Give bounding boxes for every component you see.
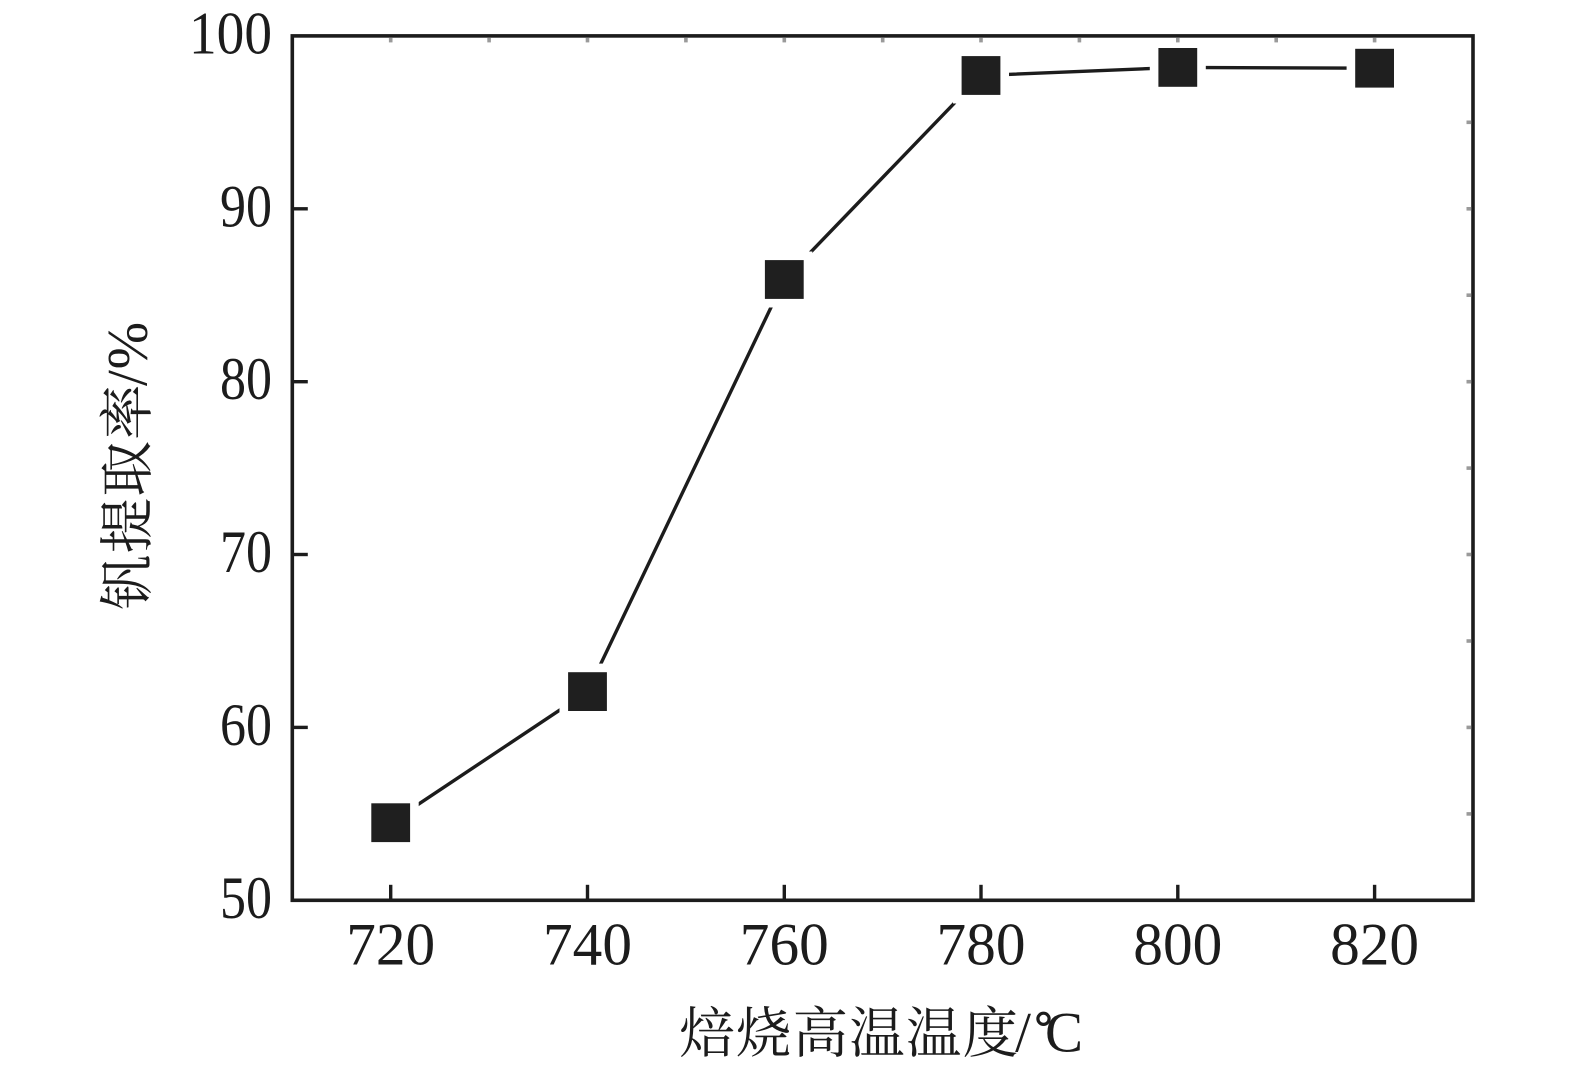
- svg-text:80: 80: [220, 346, 272, 412]
- svg-text:/: /: [97, 370, 160, 386]
- svg-text:780: 780: [937, 912, 1026, 978]
- svg-text:60: 60: [220, 692, 272, 758]
- svg-text:%: %: [97, 322, 160, 369]
- svg-text:90: 90: [220, 173, 272, 239]
- svg-text:800: 800: [1133, 912, 1222, 978]
- svg-text:760: 760: [740, 912, 829, 978]
- svg-text:100: 100: [189, 0, 272, 66]
- svg-text:/: /: [1015, 1001, 1031, 1064]
- svg-text:C: C: [1045, 1001, 1083, 1064]
- svg-text:720: 720: [346, 912, 435, 978]
- svg-text:70: 70: [220, 519, 272, 585]
- svg-text:50: 50: [220, 865, 272, 931]
- svg-text:820: 820: [1330, 912, 1419, 978]
- svg-text:740: 740: [543, 912, 632, 978]
